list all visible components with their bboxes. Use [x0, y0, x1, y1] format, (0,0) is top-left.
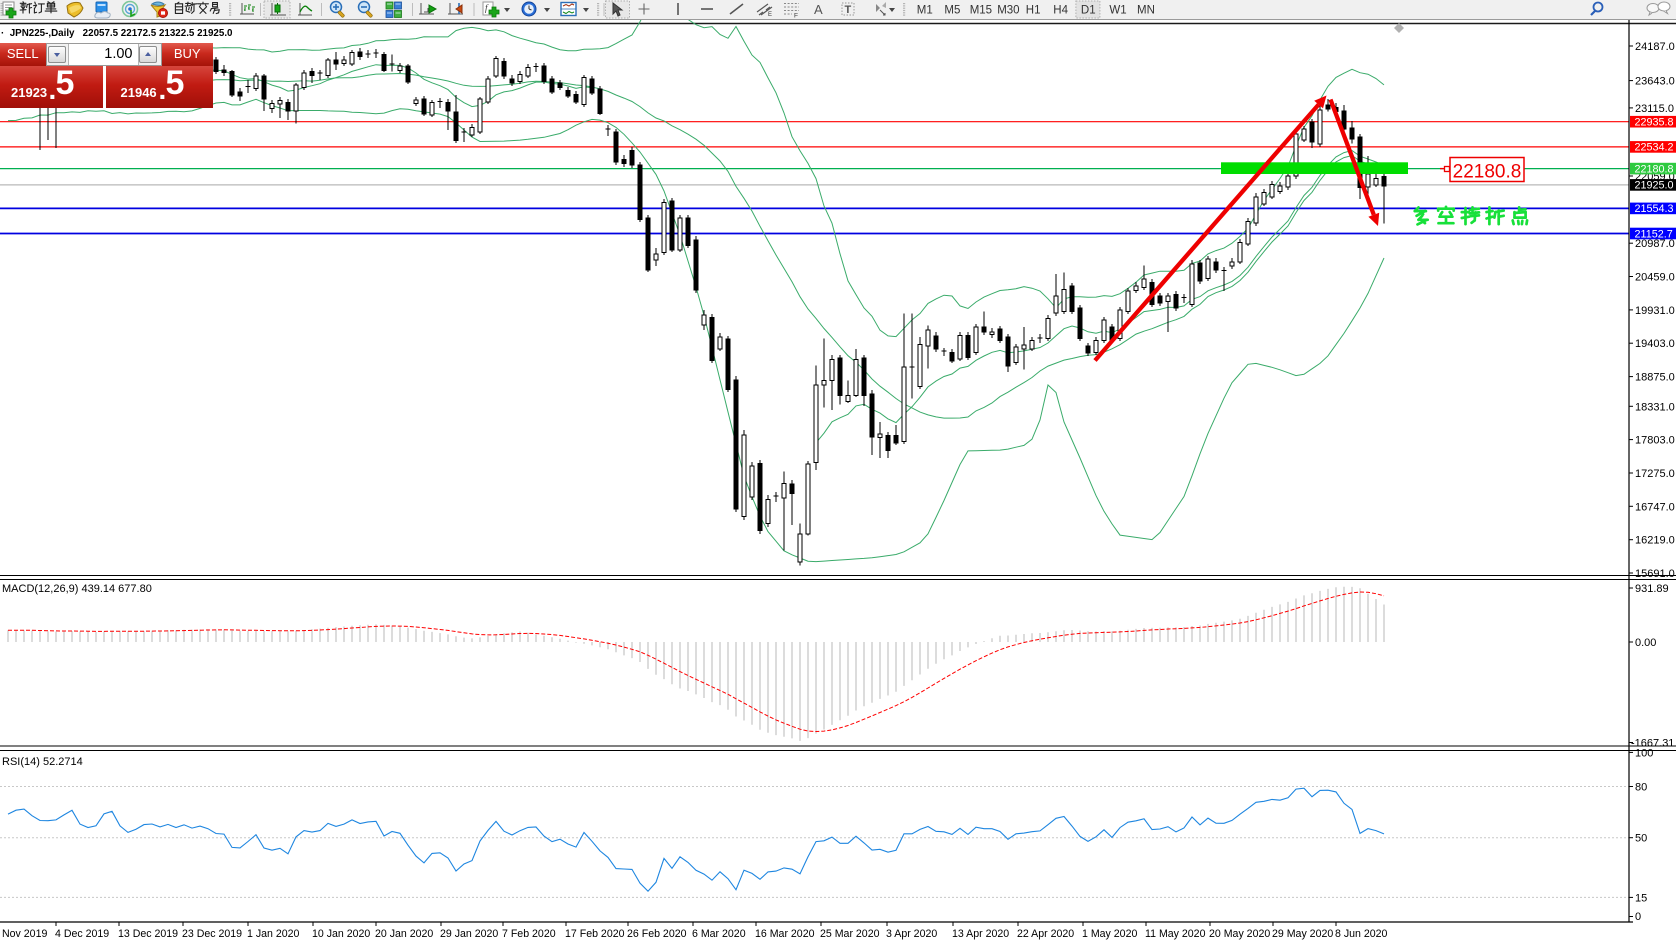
svg-text:18875.0: 18875.0 — [1635, 372, 1675, 384]
svg-text:29 May 2020: 29 May 2020 — [1272, 928, 1333, 940]
svg-text:17275.0: 17275.0 — [1635, 468, 1675, 480]
svg-text:22180.8: 22180.8 — [1635, 163, 1674, 175]
svg-text:20 Jan 2020: 20 Jan 2020 — [375, 928, 433, 940]
svg-text:26 Feb 2020: 26 Feb 2020 — [627, 928, 687, 940]
svg-text:15691.0: 15691.0 — [1635, 568, 1675, 580]
svg-text:7 Feb 2020: 7 Feb 2020 — [502, 928, 556, 940]
svg-text:D1: D1 — [1081, 5, 1096, 17]
svg-text:11 May 2020: 11 May 2020 — [1145, 928, 1206, 940]
svg-text:23643.0: 23643.0 — [1635, 76, 1675, 88]
svg-text:F: F — [794, 13, 798, 20]
svg-text:21554.3: 21554.3 — [1635, 203, 1674, 215]
svg-text:25 Mar 2020: 25 Mar 2020 — [820, 928, 880, 940]
svg-text:50: 50 — [1635, 833, 1647, 845]
svg-text:18331.0: 18331.0 — [1635, 401, 1675, 413]
svg-text:1 Jan 2020: 1 Jan 2020 — [247, 928, 300, 940]
svg-text:1 May 2020: 1 May 2020 — [1082, 928, 1137, 940]
svg-text:20459.0: 20459.0 — [1635, 272, 1675, 284]
svg-text:16747.0: 16747.0 — [1635, 501, 1675, 513]
svg-text:W1: W1 — [1109, 5, 1126, 17]
svg-text:E: E — [768, 12, 772, 18]
svg-text:17 Feb 2020: 17 Feb 2020 — [565, 928, 625, 940]
svg-text:T: T — [845, 4, 852, 16]
svg-text:931.89: 931.89 — [1635, 583, 1669, 595]
svg-text:80: 80 — [1635, 782, 1647, 794]
svg-text:MN: MN — [1137, 5, 1155, 17]
svg-text:16219.0: 16219.0 — [1635, 535, 1675, 547]
svg-text:19931.0: 19931.0 — [1635, 305, 1675, 317]
svg-text:0.00: 0.00 — [1635, 637, 1656, 649]
svg-text:6 Mar 2020: 6 Mar 2020 — [692, 928, 746, 940]
svg-text:20987.0: 20987.0 — [1635, 238, 1675, 250]
svg-text:10 Jan 2020: 10 Jan 2020 — [312, 928, 370, 940]
svg-text:Nov 2019: Nov 2019 — [2, 928, 47, 940]
svg-text:21925.0: 21925.0 — [1635, 180, 1674, 192]
svg-text:RSI(14) 52.2714: RSI(14) 52.2714 — [2, 756, 83, 768]
svg-text:22 Apr 2020: 22 Apr 2020 — [1017, 928, 1074, 940]
svg-text:f: f — [485, 3, 489, 13]
svg-text:H1: H1 — [1026, 5, 1041, 17]
svg-text:23 Dec 2019: 23 Dec 2019 — [182, 928, 242, 940]
svg-text:21152.7: 21152.7 — [1635, 228, 1673, 240]
svg-text:22935.8: 22935.8 — [1635, 117, 1674, 129]
svg-text:H4: H4 — [1053, 5, 1068, 17]
svg-text:100: 100 — [1635, 747, 1653, 759]
svg-text:8 Jun 2020: 8 Jun 2020 — [1335, 928, 1388, 940]
svg-text:29 Jan 2020: 29 Jan 2020 — [440, 928, 498, 940]
svg-text:22180.8: 22180.8 — [1453, 162, 1522, 183]
svg-text:0: 0 — [1635, 911, 1641, 923]
svg-text:MACD(12,26,9) 439.14 677.80: MACD(12,26,9) 439.14 677.80 — [2, 583, 152, 595]
svg-text:13 Dec 2019: 13 Dec 2019 — [118, 928, 178, 940]
svg-text:A: A — [814, 2, 823, 17]
svg-text:M5: M5 — [944, 5, 960, 17]
svg-text:24187.0: 24187.0 — [1635, 41, 1675, 53]
svg-text:19403.0: 19403.0 — [1635, 338, 1675, 350]
svg-text:3 Apr 2020: 3 Apr 2020 — [886, 928, 937, 940]
svg-text:4 Dec 2019: 4 Dec 2019 — [55, 928, 109, 940]
svg-text:M15: M15 — [970, 5, 992, 17]
svg-text:13 Apr 2020: 13 Apr 2020 — [952, 928, 1009, 940]
svg-text:16 Mar 2020: 16 Mar 2020 — [755, 928, 815, 940]
svg-text:M30: M30 — [997, 5, 1019, 17]
svg-text:-1667.31: -1667.31 — [1631, 738, 1674, 750]
svg-text:20 May 2020: 20 May 2020 — [1209, 928, 1270, 940]
svg-text:22534.2: 22534.2 — [1635, 142, 1674, 154]
svg-text:23115.0: 23115.0 — [1635, 103, 1674, 115]
svg-text:15: 15 — [1635, 892, 1647, 904]
svg-text:M1: M1 — [917, 5, 933, 17]
svg-text:17803.0: 17803.0 — [1635, 435, 1675, 447]
